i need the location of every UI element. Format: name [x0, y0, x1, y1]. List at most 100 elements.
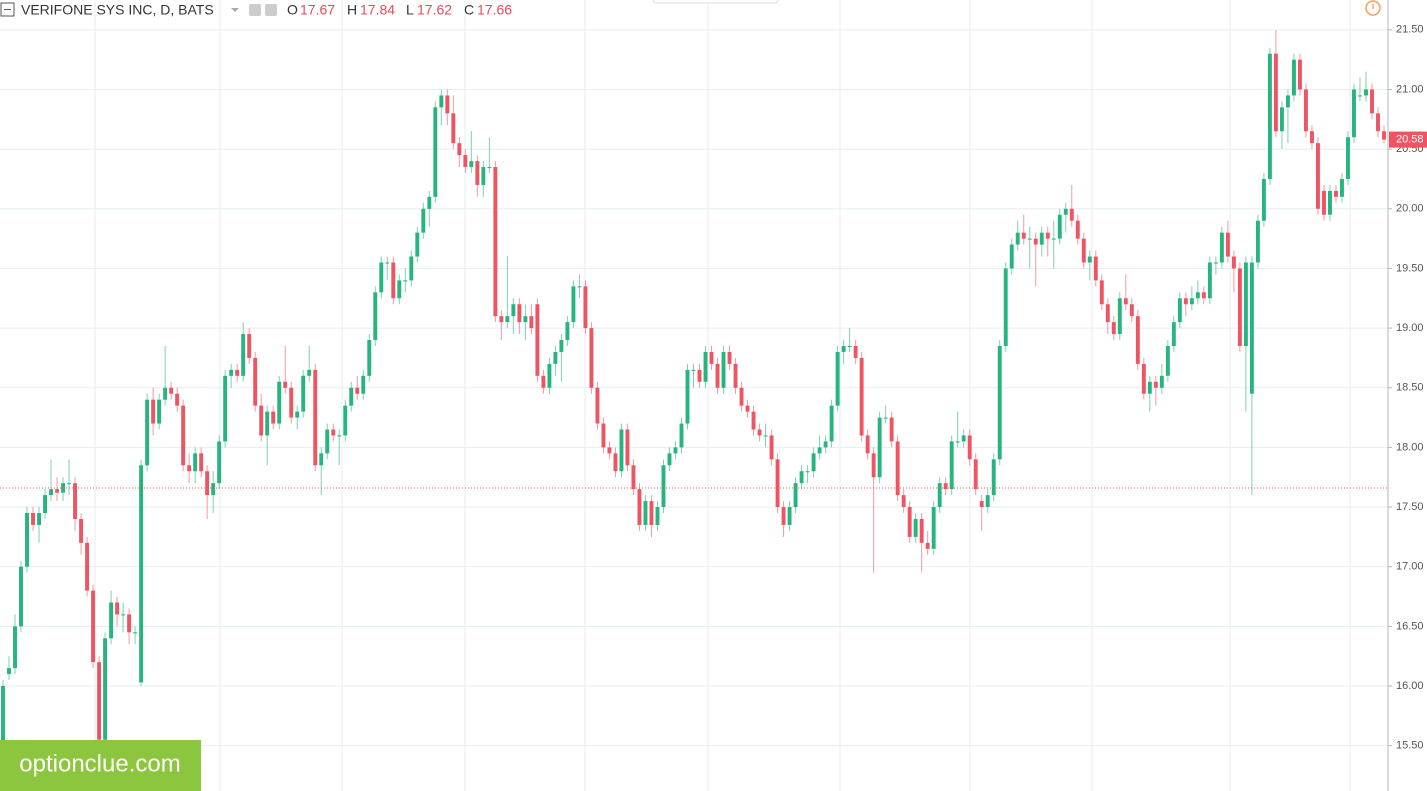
candle-body — [223, 375, 228, 442]
candle-body — [631, 465, 636, 490]
candle-body — [655, 507, 660, 525]
candle-body — [367, 340, 372, 376]
candle-body — [811, 453, 816, 472]
candle-body — [361, 375, 366, 394]
candle-body — [1, 686, 5, 746]
candle-body — [7, 668, 11, 675]
candle-body — [259, 405, 264, 436]
candle-body — [19, 566, 23, 627]
candle-body — [1183, 298, 1188, 305]
candle-body — [1376, 113, 1380, 132]
candle-body — [547, 363, 552, 388]
watermark: optionclue.com — [19, 750, 180, 777]
candle-body — [1075, 220, 1080, 239]
candle-body — [787, 507, 792, 525]
last-price-label: 20.58 — [1396, 133, 1424, 145]
candle-body — [1219, 232, 1224, 263]
candle-body — [145, 399, 150, 466]
candle-body — [919, 518, 924, 543]
candle-body — [133, 632, 138, 634]
candle-body — [715, 363, 720, 388]
y-tick-label: 16.50 — [1396, 620, 1424, 632]
candle-body — [955, 441, 960, 443]
legend-label: C — [464, 2, 474, 18]
candle-body — [1135, 316, 1140, 364]
candle-body — [397, 280, 402, 299]
candle-body — [211, 483, 216, 496]
candle-body — [1105, 304, 1110, 323]
candle-body — [847, 345, 852, 347]
candle-body — [337, 435, 342, 437]
candle-body — [1021, 232, 1026, 239]
candle-body — [841, 345, 846, 352]
candle-body — [301, 375, 306, 412]
candle-body — [1099, 280, 1104, 305]
candle-body — [1015, 232, 1020, 245]
candle-body — [421, 208, 426, 233]
candle-body — [673, 447, 678, 454]
toolbar-tab[interactable] — [652, 0, 779, 4]
candle-body — [475, 161, 480, 185]
candle-body — [175, 393, 180, 406]
candle-body — [1027, 238, 1032, 240]
candle-body — [1093, 256, 1098, 281]
candle-body — [1231, 256, 1236, 269]
candle-body — [409, 256, 414, 281]
candle-body — [151, 399, 156, 424]
candle-body — [817, 447, 822, 454]
candle-body — [313, 369, 318, 466]
candle-body — [1189, 298, 1194, 305]
candle-body — [757, 429, 762, 436]
candle-body — [679, 423, 684, 448]
candle-body — [1063, 208, 1068, 215]
y-tick-label: 19.50 — [1396, 262, 1424, 274]
candle-body — [1153, 381, 1158, 388]
candle-body — [583, 286, 588, 329]
candle-body — [601, 423, 606, 448]
candle-body — [625, 429, 630, 466]
candle-body — [127, 614, 132, 633]
candle-body — [1213, 262, 1218, 264]
candle-body — [241, 334, 246, 376]
candle-body — [1195, 292, 1200, 299]
candle-body — [1081, 238, 1086, 263]
candle-body — [991, 459, 996, 496]
y-tick-label: 17.00 — [1396, 561, 1424, 573]
candle-body — [1117, 298, 1122, 335]
candle-body — [457, 143, 462, 156]
legend-label: H — [347, 2, 357, 18]
candle-body — [967, 435, 972, 460]
y-tick-label: 21.00 — [1396, 83, 1424, 95]
vertical-grid — [94, 0, 1351, 791]
candle-body — [463, 155, 468, 168]
candle-body — [613, 453, 618, 472]
candle-body — [103, 638, 108, 740]
candle-body — [253, 357, 258, 406]
candle-body — [385, 262, 390, 264]
candle-body — [1225, 232, 1230, 257]
candle-body — [43, 495, 47, 514]
watermark-box — [0, 740, 201, 791]
y-tick-label: 18.50 — [1396, 382, 1424, 394]
candle-body — [205, 471, 210, 496]
candle-body — [403, 280, 408, 282]
candle-body — [799, 471, 804, 484]
candle-body — [1057, 214, 1062, 239]
candle-body — [1123, 298, 1128, 305]
candle-body — [541, 375, 546, 388]
candle-body — [925, 542, 930, 549]
candle-body — [1285, 95, 1290, 108]
candle-body — [319, 453, 324, 466]
candle-body — [1352, 89, 1356, 138]
candle-body — [649, 501, 654, 525]
candle-body — [703, 351, 708, 382]
candle-body — [643, 501, 648, 525]
candle-body — [1267, 53, 1272, 179]
candle-body — [793, 483, 798, 508]
candle-body — [37, 513, 41, 525]
candle-body — [913, 518, 918, 537]
warning-icon[interactable] — [1365, 0, 1381, 16]
candle-body — [493, 167, 498, 317]
candle-body — [1303, 89, 1308, 132]
candle-body — [247, 334, 252, 358]
